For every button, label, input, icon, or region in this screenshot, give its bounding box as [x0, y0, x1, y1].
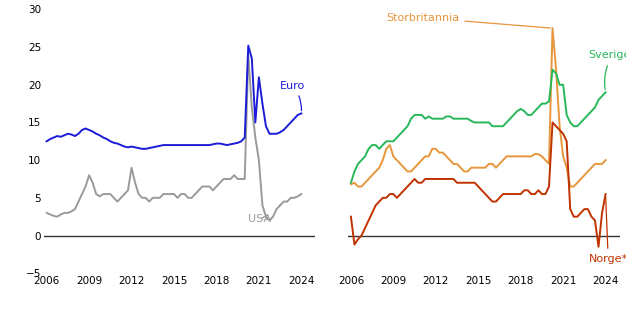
Text: USA: USA: [247, 214, 270, 224]
Text: Euro: Euro: [280, 81, 305, 111]
Text: Sverige*: Sverige*: [588, 51, 626, 89]
Text: Storbritannia: Storbritannia: [386, 13, 550, 28]
Text: Norge*: Norge*: [588, 197, 626, 264]
